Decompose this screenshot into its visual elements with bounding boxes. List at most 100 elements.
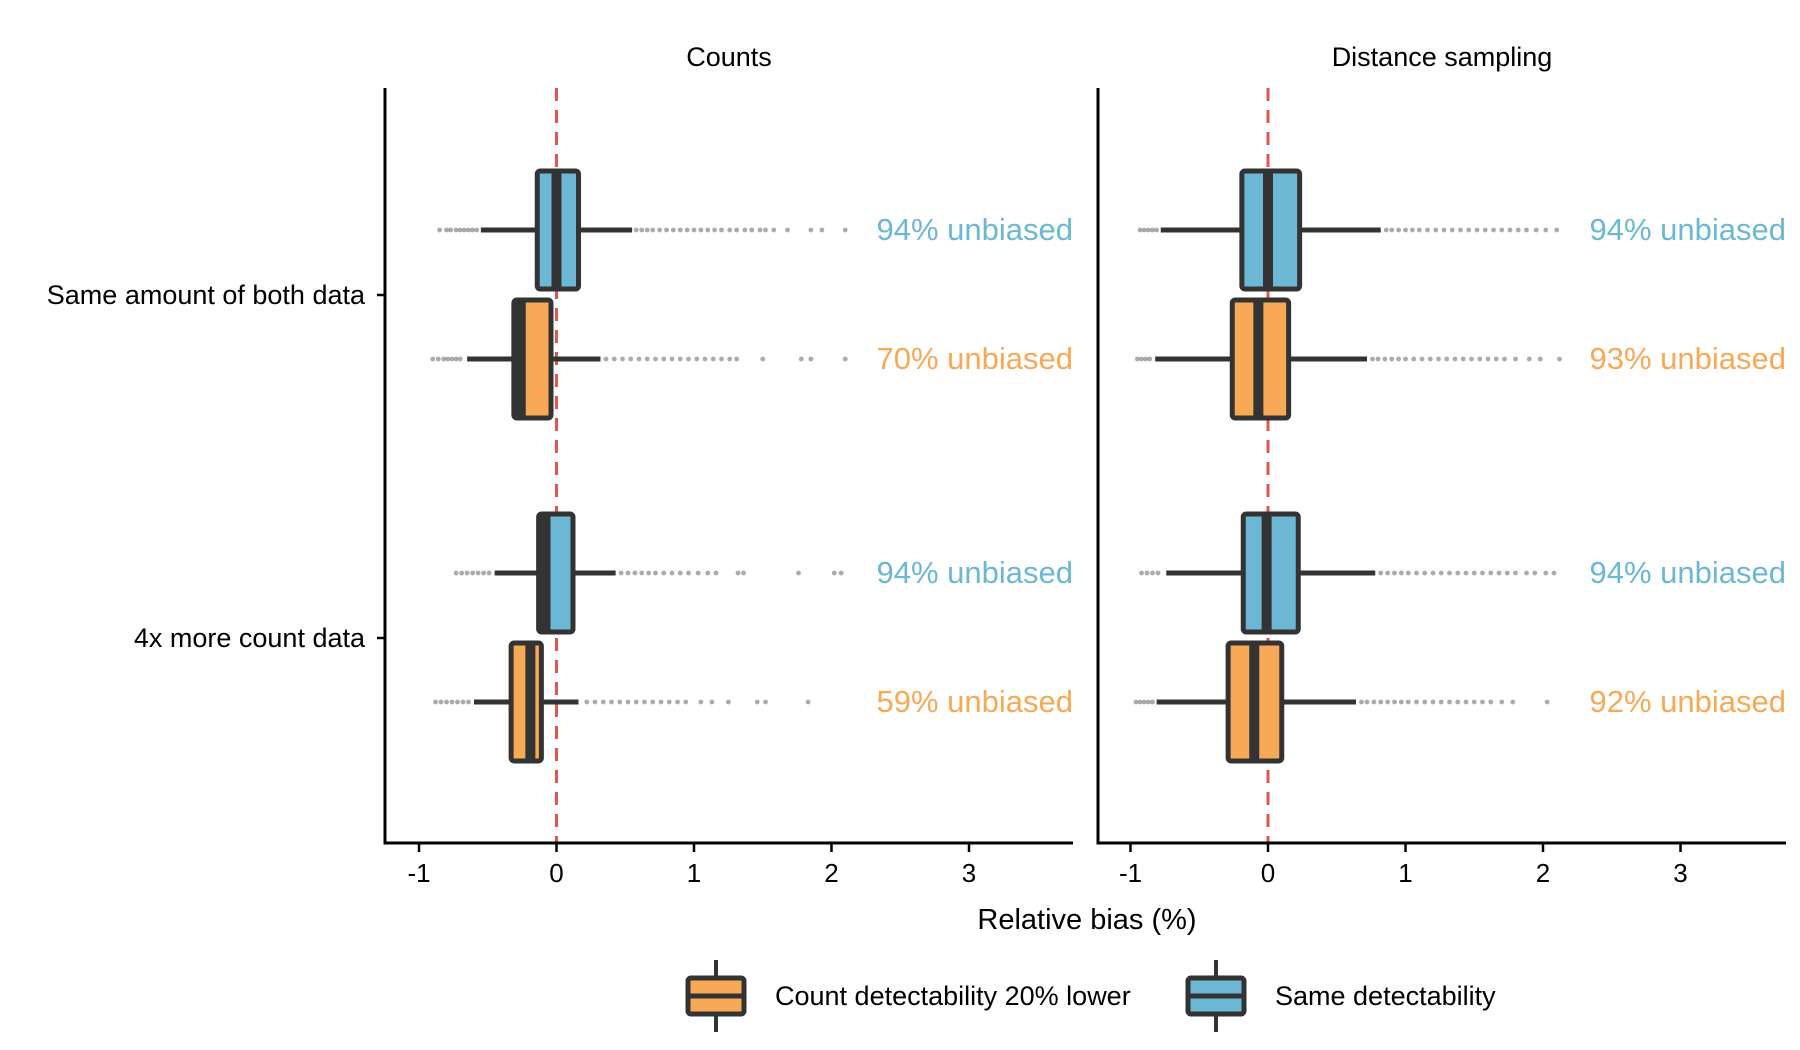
outlier-point [1145,227,1151,233]
outlier-point [742,227,748,233]
outlier-point [470,570,476,576]
outlier-point [831,570,837,576]
outlier-point [611,356,617,362]
outlier-point [639,570,645,576]
outlier-point [1422,699,1428,705]
outlier-point [808,356,814,362]
box-same-same-amount-of-both-data: 94% unbiased [437,168,1073,292]
outlier-point [644,227,650,233]
outlier-point [1499,699,1505,705]
outlier-point [763,699,768,705]
outlier-point [592,699,598,705]
outlier-point [1474,227,1480,233]
x-tick-label: 1 [687,858,701,888]
outlier-point [481,570,487,576]
outlier-point [1551,570,1557,576]
outlier-point [1488,570,1494,576]
outlier-point [1430,570,1436,576]
outlier-point [1496,570,1502,576]
outlier-point [686,570,691,576]
outlier-point [486,570,492,576]
x-axis-title: Relative bias (%) [977,904,1196,936]
outlier-point [620,356,625,362]
outlier-point [1436,356,1441,362]
outlier-point [625,699,631,705]
outlier-point [1513,570,1518,576]
outlier-point [1375,356,1381,362]
outlier-point [448,227,454,233]
outlier-point [609,699,614,705]
outlier-point [1471,570,1477,576]
outlier-point [1491,227,1496,233]
outlier-point [1414,699,1419,705]
outlier-point [677,227,683,233]
outlier-point [1382,356,1388,362]
outlier-point [633,699,639,705]
outlier-point [430,356,436,362]
outlier-point [796,570,801,576]
outlier-point [459,570,465,576]
outlier-point [457,356,463,362]
outlier-point [653,570,658,576]
outlier-point [1480,699,1485,705]
y-tick-label-same-amount-of-both-data: Same amount of both data [47,280,366,310]
outlier-point [1137,227,1143,233]
legend-item-lower: Count detectability 20% lower [685,960,1131,1032]
outlier-point [661,356,667,362]
outlier-point [1425,227,1430,233]
outlier-point [808,227,814,233]
outlier-point [677,570,683,576]
outlier-point [763,227,768,233]
outlier-point [1134,356,1140,362]
outlier-point [460,699,466,705]
x-tick-label: 3 [962,858,976,888]
outlier-point [666,699,672,705]
outlier-point [441,356,447,362]
outlier-point [1452,356,1458,362]
outlier-point [1150,570,1155,576]
outlier-point [453,227,459,233]
outlier-point [1427,356,1433,362]
outlier-point [1141,227,1147,233]
outlier-point [1502,356,1507,362]
panel-title: Counts [686,42,772,72]
outlier-point [1370,356,1375,362]
outlier-point [734,356,740,362]
outlier-point [1396,356,1402,362]
outlier-point [1150,699,1155,705]
outlier-point [1150,227,1155,233]
outlier-point [1544,699,1550,705]
outlier-point [1493,356,1499,362]
outlier-point [603,356,609,362]
outlier-point [1524,570,1529,576]
unbiased-annotation: 59% unbiased [877,684,1074,719]
outlier-point [1513,356,1518,362]
outlier-point [1139,356,1144,362]
outlier-point [1419,356,1425,362]
outlier-point [1526,356,1532,362]
outlier-point [1532,570,1538,576]
x-tick-label: 0 [549,858,563,888]
x-tick-label: -1 [407,858,430,888]
outlier-point [1389,227,1395,233]
outlier-point [1392,570,1397,576]
unbiased-annotation: 93% unbiased [1590,341,1787,376]
outlier-point [1480,570,1485,576]
outlier-point [757,227,763,233]
outlier-point [1411,356,1417,362]
outlier-point [449,699,455,705]
outlier-point [625,570,631,576]
outlier-point [1488,699,1494,705]
outlier-point [1398,570,1404,576]
x-tick-label: 2 [1536,858,1550,888]
outlier-point [1455,699,1461,705]
outlier-point [453,356,459,362]
outlier-point [1378,699,1384,705]
outlier-point [1504,570,1510,576]
outlier-point [475,570,481,576]
outlier-point [474,227,480,233]
x-tick-label: 3 [1673,858,1687,888]
outlier-point [712,227,718,233]
outlier-point [618,570,624,576]
